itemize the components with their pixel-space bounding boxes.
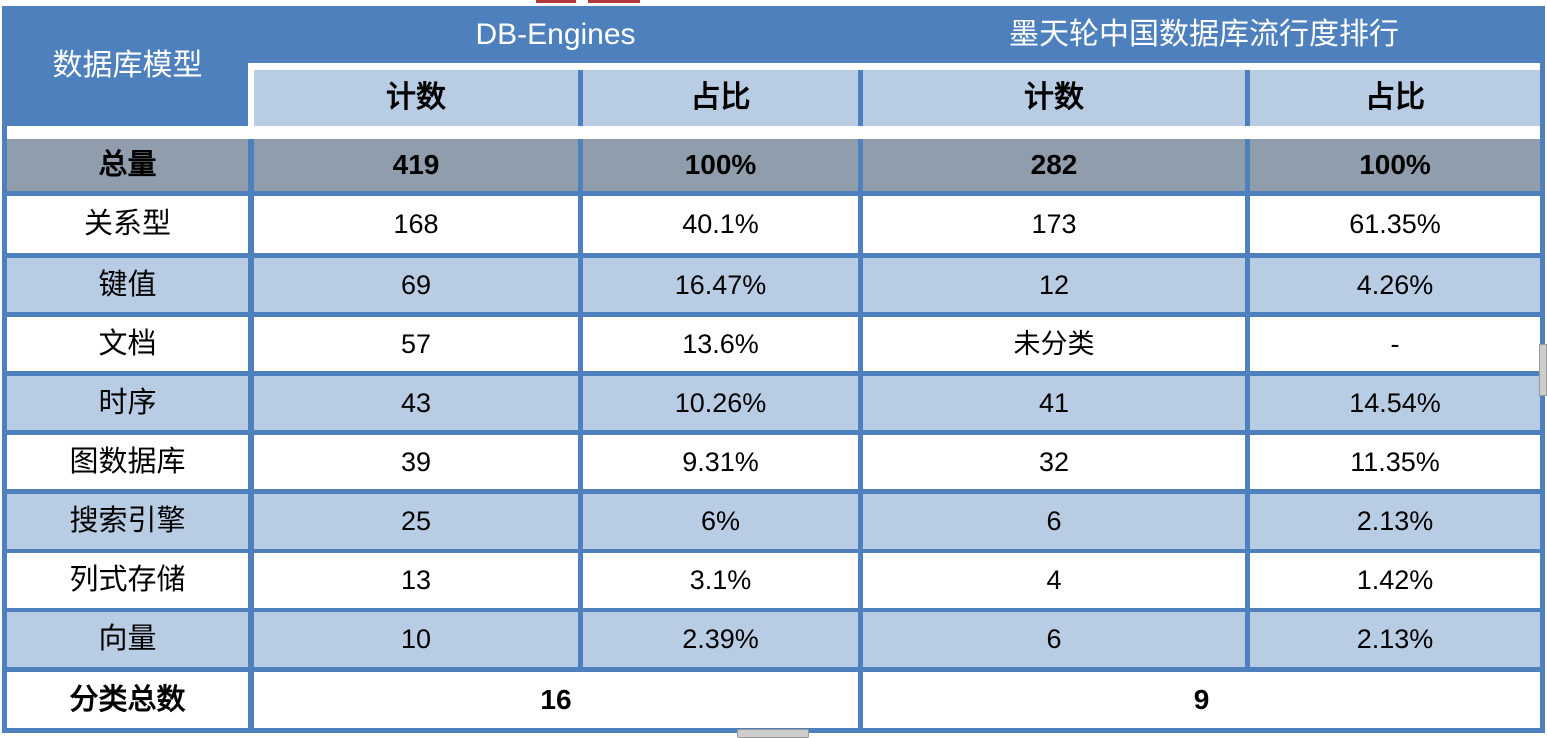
cell-mtl-count: 6 [863,494,1245,549]
cell-db-share: 16.47% [583,258,858,312]
cell-mtl-count: 4 [863,553,1245,608]
cell-db-share: 2.39% [583,612,858,667]
cell-db-count: 39 [254,435,578,489]
cell-mtl-count: 41 [863,376,1245,430]
cell-db-count: 168 [254,196,578,253]
cell-db-count: 10 [254,612,578,667]
cutoff-red-text-artifact [588,0,640,3]
cell-db-count: 25 [254,494,578,549]
cell-mtl-share: 14.54% [1250,376,1540,430]
subheader-mtl-count: 计数 [863,70,1245,126]
cell-mtl-share: 1.42% [1250,553,1540,608]
group-header-motianlun: 墨天轮中国数据库流行度排行 [1009,17,1399,51]
cell-mtl-share: - [1250,317,1540,371]
header-gap-band [248,70,254,126]
cell-db-count: 57 [254,317,578,371]
row-label: 搜索引擎 [7,494,248,549]
corner-header-db-model: 数据库模型 [52,49,203,82]
horizontal-scrollbar-thumb[interactable] [737,729,809,738]
cell-mtl-count: 12 [863,258,1245,312]
header-gap-band [7,126,1540,139]
cutoff-red-text-artifact [536,0,576,3]
cell-mtl-count: 173 [863,196,1245,253]
cell-db-count: 69 [254,258,578,312]
total-cell-mtl-count: 282 [863,139,1245,191]
total-cell-mtl-share: 100% [1250,139,1540,191]
row-label: 列式存储 [7,553,248,608]
cell-mtl-share: 11.35% [1250,435,1540,489]
cell-mtl-count: 6 [863,612,1245,667]
total-cell-db-share: 100% [583,139,858,191]
cell-mtl-count: 未分类 [863,317,1245,371]
subheader-db-share: 占比 [583,70,858,126]
row-label: 图数据库 [7,435,248,489]
cell-db-count: 43 [254,376,578,430]
category-total-label: 分类总数 [7,672,248,728]
row-label: 向量 [7,612,248,667]
comparison-table: DB-Engines 墨天轮中国数据库流行度排行 计数 占比 计数 占比 数据库… [2,6,1545,733]
cell-db-share: 3.1% [583,553,858,608]
row-label: 时序 [7,376,248,430]
group-header-db-engines: DB-Engines [475,17,636,51]
total-row-label: 总量 [7,139,248,191]
cell-mtl-share: 2.13% [1250,494,1540,549]
vertical-scrollbar-thumb[interactable] [1539,344,1547,396]
cell-db-share: 10.26% [583,376,858,430]
cell-db-share: 9.31% [583,435,858,489]
cell-db-share: 13.6% [583,317,858,371]
category-total-db-engines: 16 [254,672,858,728]
row-label: 关系型 [7,196,248,253]
cell-db-share: 40.1% [583,196,858,253]
cell-db-share: 6% [583,494,858,549]
cell-db-count: 13 [254,553,578,608]
header-gap-band [248,63,1540,70]
subheader-mtl-share: 占比 [1250,70,1540,126]
category-total-motianlun: 9 [863,672,1540,728]
cell-mtl-share: 2.13% [1250,612,1540,667]
cell-mtl-share: 61.35% [1250,196,1540,253]
total-cell-db-count: 419 [254,139,578,191]
row-label: 文档 [7,317,248,371]
cell-mtl-count: 32 [863,435,1245,489]
row-label: 键值 [7,258,248,312]
subheader-db-count: 计数 [254,70,578,126]
cell-mtl-share: 4.26% [1250,258,1540,312]
